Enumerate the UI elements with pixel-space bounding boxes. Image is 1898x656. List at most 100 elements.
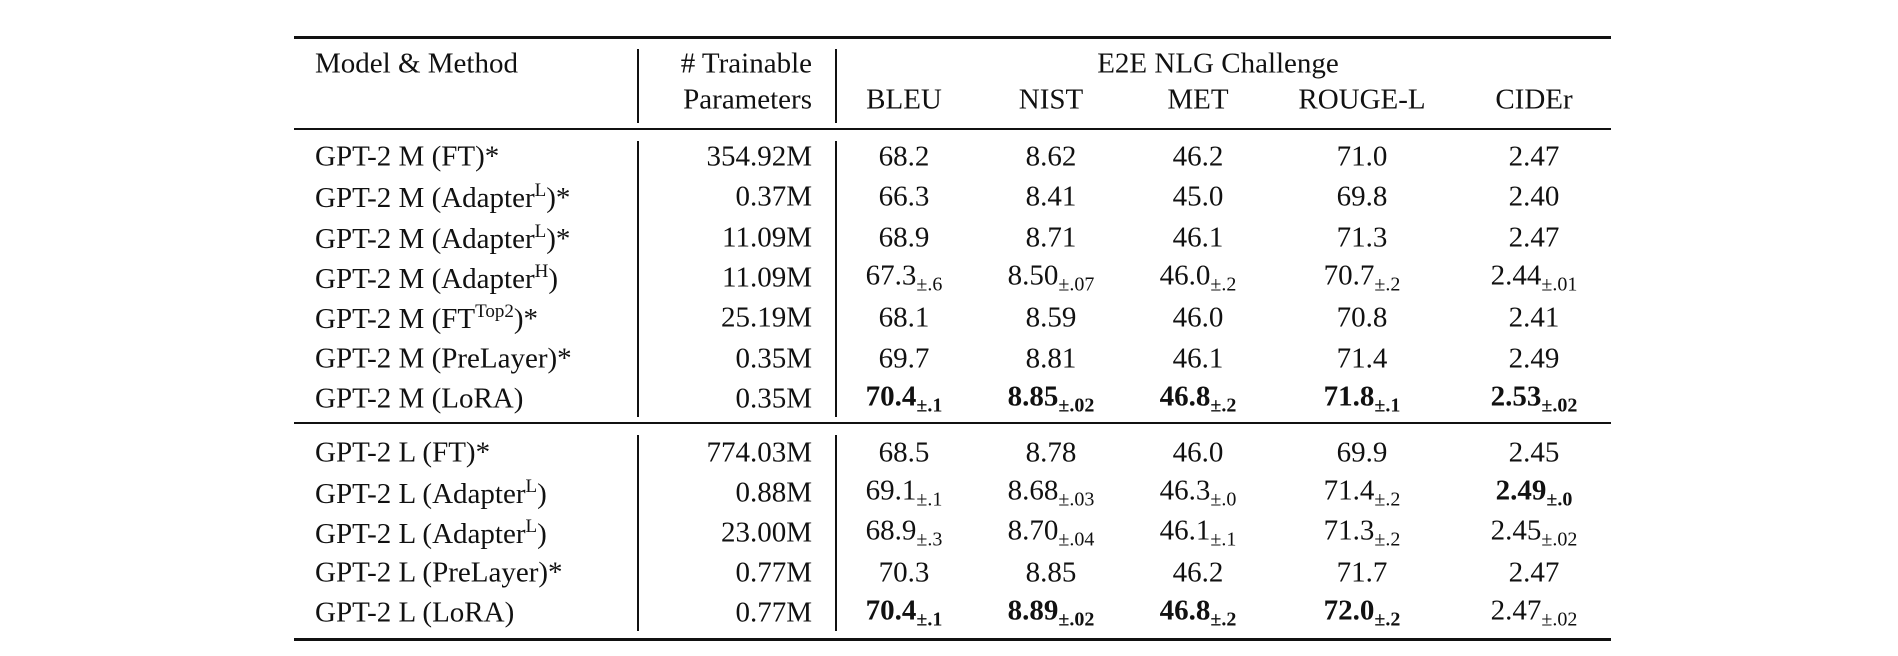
score: 46.0 (1173, 303, 1224, 333)
score-std: ±.1 (916, 488, 943, 511)
score: 8.71 (1026, 223, 1077, 252)
score: 2.47 (1509, 223, 1560, 252)
score-value: 70.3 (878, 556, 930, 589)
score-value: 46.2 (1172, 556, 1224, 589)
score: 2.47 (1508, 140, 1560, 173)
param-count: 0.88M (735, 476, 812, 509)
score: 46.0 (1172, 436, 1224, 469)
model-text: GPT-2 M (FT)* (315, 140, 500, 173)
score: 2.40 (1509, 182, 1560, 212)
score-value: 8.62 (1025, 140, 1077, 173)
param-count: 0.77M (735, 556, 812, 589)
param-count: 0.35M (735, 342, 812, 374)
param-count: 0.37M (735, 180, 812, 213)
score-value: 71.7 (1336, 556, 1388, 589)
score: 2.47±.02 (1491, 596, 1578, 630)
param-count: 23.00M (720, 516, 812, 549)
score-value: 8.81 (1025, 342, 1077, 374)
score: 8.62 (1025, 140, 1077, 173)
model-name: GPT-2 L (LoRA) (315, 596, 515, 629)
score: 68.9 (879, 223, 930, 252)
score-std: ±.03 (1058, 488, 1095, 511)
score-value: 8.71 (1025, 221, 1077, 254)
score-std: ±.3 (916, 528, 943, 551)
model-suffix: ) (537, 518, 547, 550)
score-value: 67.3 (865, 259, 917, 292)
model-sup: L (534, 220, 547, 242)
model-text: GPT-2 M (Adapter (315, 222, 535, 255)
score: 71.4 (1337, 344, 1388, 373)
score-value: 8.85 (1007, 380, 1059, 413)
model-sup: H (534, 260, 549, 282)
score-value: 46.0 (1172, 436, 1224, 469)
model-text: GPT-2 M (PreLayer)* (315, 342, 572, 374)
param-count: 0.77M (735, 596, 812, 629)
score: 46.1±.1 (1159, 514, 1237, 550)
score-std: ±.2 (1374, 528, 1401, 551)
score-value: 2.47 (1508, 140, 1560, 173)
param-count: 11.09M (722, 221, 812, 254)
score: 46.1 (1173, 223, 1224, 252)
score-value: 69.1 (865, 474, 917, 507)
score: 69.7 (879, 344, 930, 373)
model-name: GPT-2 M (FTTop2)* (315, 302, 538, 334)
score: 69.8 (1336, 180, 1388, 213)
model-text: GPT-2 L (LoRA) (315, 596, 515, 629)
score: 2.53±.02 (1491, 382, 1578, 416)
header-metric: ROUGE-L (1298, 83, 1426, 116)
score-value: 71.0 (1336, 140, 1388, 173)
score: 8.85 (1026, 558, 1077, 588)
model-suffix: )* (546, 222, 571, 255)
score: 69.9 (1337, 438, 1388, 468)
score-value: 70.4 (865, 380, 917, 413)
score-value: 46.1 (1172, 221, 1224, 254)
score: 71.3 (1337, 223, 1388, 252)
score: 46.8±.2 (1160, 382, 1237, 417)
score: 70.3 (878, 556, 930, 589)
model-name: GPT-2 L (AdapterL) (315, 477, 547, 509)
score-value: 70.8 (1336, 301, 1388, 334)
header-rule (294, 128, 1611, 130)
model-name: GPT-2 M (PreLayer)* (315, 344, 572, 373)
model-name: GPT-2 L (PreLayer)* (315, 558, 563, 588)
model-text: GPT-2 M (LoRA) (315, 382, 524, 415)
score-value: 2.49 (1495, 474, 1547, 507)
score: 2.45 (1509, 438, 1560, 468)
param-count: 11.09M (722, 261, 812, 294)
model-sup: L (525, 476, 538, 497)
score-value: 8.41 (1025, 180, 1077, 213)
score-value: 2.45 (1490, 514, 1542, 547)
score-value: 69.7 (878, 342, 930, 374)
score: 71.3±.2 (1324, 516, 1401, 551)
score: 8.50±.07 (1007, 259, 1095, 295)
score: 68.1 (879, 303, 930, 333)
top-rule (294, 36, 1611, 39)
score-std: ±.2 (1210, 394, 1237, 417)
score: 71.0 (1336, 140, 1388, 173)
score-std: ±.2 (1210, 608, 1237, 631)
score-value: 69.8 (1336, 180, 1388, 213)
model-text: GPT-2 L (Adapter (315, 518, 526, 550)
score-std: ±.0 (1546, 488, 1573, 511)
score-value: 8.59 (1025, 301, 1077, 334)
score-value: 46.1 (1159, 514, 1211, 547)
score: 8.89±.02 (1008, 596, 1095, 631)
model-name: GPT-2 L (FT)* (315, 438, 490, 468)
score-value: 8.50 (1007, 259, 1059, 292)
score-value: 8.78 (1025, 436, 1077, 469)
score-value: 70.4 (865, 594, 917, 627)
score-std: ±.1 (916, 394, 943, 417)
score-value: 71.4 (1336, 342, 1388, 374)
score: 70.4±.1 (865, 594, 943, 631)
score-value: 71.8 (1323, 380, 1375, 413)
score: 8.70±.04 (1008, 516, 1095, 550)
score: 2.47 (1509, 558, 1560, 588)
column-divider (637, 435, 639, 631)
param-count: 25.19M (720, 301, 812, 334)
score-std: ±.02 (1058, 608, 1095, 631)
score-std: ±.1 (916, 608, 943, 631)
model-name: GPT-2 M (LoRA) (315, 384, 523, 413)
model-sup: Top2 (475, 301, 514, 323)
column-divider (637, 49, 639, 123)
